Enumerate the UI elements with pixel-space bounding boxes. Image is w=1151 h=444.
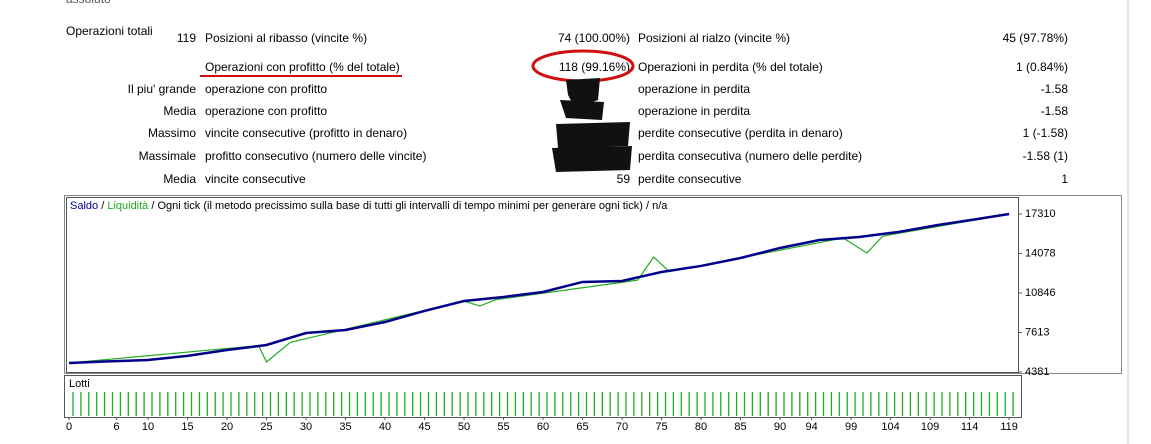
red-ellipse: [531, 49, 635, 83]
stat-value: -1.58: [1040, 82, 1068, 96]
x-tick-label: 45: [418, 421, 430, 433]
plot-area: [66, 197, 1019, 373]
x-tick-label: 85: [734, 421, 746, 433]
stat-value: 118 (99.16%): [558, 60, 630, 74]
x-tick-label: 20: [221, 421, 233, 433]
x-tick-label: 15: [181, 421, 193, 433]
x-tick-label: 30: [300, 421, 312, 433]
x-tick-label: 109: [921, 421, 939, 433]
stat-label: Operazioni totali: [66, 24, 153, 38]
separator: /: [646, 200, 650, 212]
stat-label: vincite consecutive (profitto in denaro): [205, 126, 408, 140]
y-tick-label: 17310: [1025, 208, 1056, 220]
x-tick-label: 75: [655, 421, 667, 433]
x-tick-label: 25: [260, 421, 272, 433]
stat-value: 119: [176, 31, 196, 45]
stat-label: Media: [163, 172, 196, 186]
x-tick-label: 40: [379, 421, 391, 433]
chart-title: Lotti: [69, 378, 90, 390]
stat-value: 74 (100.00%): [557, 31, 630, 45]
x-tick-label: 90: [774, 421, 786, 433]
stat-value: 59: [616, 172, 630, 186]
x-tick-label: 60: [537, 421, 549, 433]
stat-value: 1 (0.84%): [1015, 60, 1068, 74]
y-tick-label: 14078: [1025, 247, 1056, 259]
x-tick-label: 0: [66, 421, 72, 433]
stat-label: vincite consecutive: [205, 172, 306, 186]
x-tick-label: 65: [576, 421, 588, 433]
stat-label: Media: [163, 104, 196, 118]
stat-label: Il piu' grande: [127, 82, 196, 96]
x-tick-label: 10: [142, 421, 154, 433]
stat-value: 1 (-1.58): [1022, 126, 1068, 140]
stat-value: -1.58: [1040, 104, 1068, 118]
stat-label: Massimo: [147, 126, 196, 140]
y-tick-label: 7613: [1025, 326, 1049, 338]
stat-label: operazione con profitto: [205, 82, 328, 96]
equity-line: [68, 213, 1010, 364]
balance-line: [68, 212, 1010, 365]
x-tick-label: 35: [339, 421, 351, 433]
x-tick-label: 114: [961, 421, 979, 433]
x-tick-label: 94: [805, 421, 817, 433]
x-tick-label: 104: [881, 421, 899, 433]
x-tick-label: 119: [1000, 421, 1018, 433]
legend-entry: Saldo: [70, 200, 98, 212]
stat-label: perdita consecutiva (numero delle perdit…: [638, 149, 863, 163]
x-tick-label: 80: [695, 421, 707, 433]
x-tick-label: 70: [616, 421, 628, 433]
stat-label: Operazioni con profitto (% del totale): [205, 60, 400, 74]
stat-label: operazione in perdita: [638, 82, 751, 96]
legend-entry: Liquidità: [107, 200, 149, 212]
stat-label: Massimale: [138, 149, 196, 163]
clipped-header: assoluto: [66, 0, 111, 6]
y-tick-label: 4381: [1025, 366, 1049, 378]
stat-value: 45 (97.78%): [1002, 31, 1068, 45]
y-tick-label: 10846: [1025, 287, 1056, 299]
stat-label: Posizioni al rialzo (vincite %): [638, 31, 791, 45]
stat-label: operazione in perdita: [638, 104, 751, 118]
stat-label: profitto consecutivo (numero delle vinci…: [205, 149, 427, 163]
x-tick-label: 50: [458, 421, 470, 433]
x-tick-label: 6: [113, 421, 119, 433]
stat-label: operazione con profitto: [205, 104, 328, 118]
x-tick-label: 55: [497, 421, 509, 433]
chart-note: n/a: [652, 200, 668, 212]
lots-frame: [64, 375, 1022, 418]
stat-label: perdite consecutive (perdita in denaro): [638, 126, 843, 140]
x-tick-label: 99: [845, 421, 857, 433]
stat-value: 1: [1061, 172, 1068, 186]
separator: /: [101, 200, 105, 212]
chart-subtitle: Ogni tick (il metodo precissimo sulla ba…: [158, 200, 643, 212]
scribble: [552, 78, 632, 172]
stat-label: Operazioni in perdita (% del totale): [638, 60, 823, 74]
stat-value: -1.58 (1): [1022, 149, 1068, 163]
separator: /: [151, 200, 155, 212]
stat-label: perdite consecutive: [638, 172, 742, 186]
stat-label: Posizioni al ribasso (vincite %): [205, 31, 368, 45]
legend: Saldo / Liquidità / Ogni tick (il metodo…: [70, 200, 668, 212]
